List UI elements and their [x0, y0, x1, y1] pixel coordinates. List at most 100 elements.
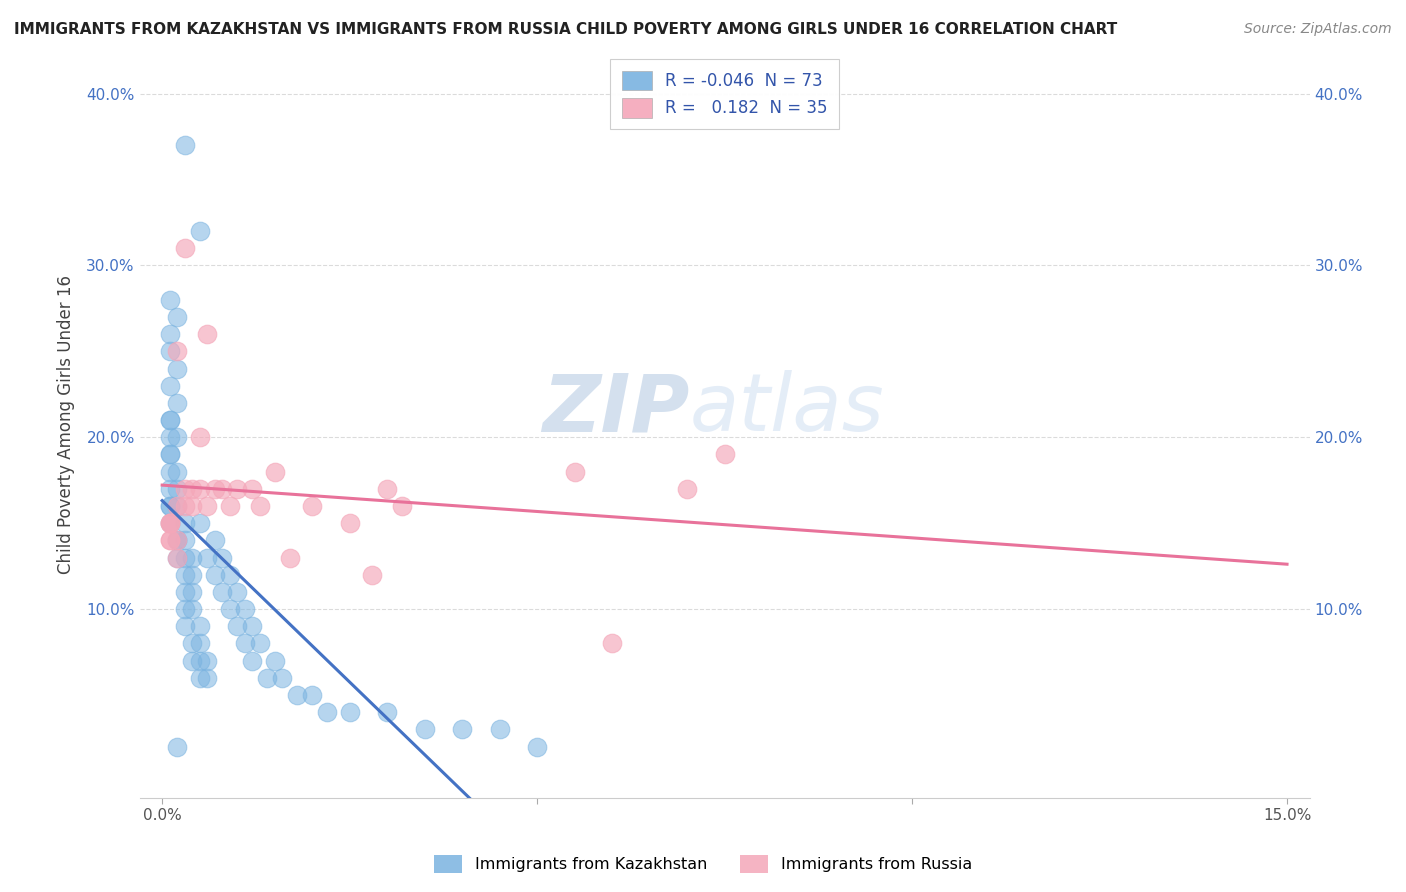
Point: [233, 636, 256, 650]
Point: [211, 550, 233, 565]
Point: [159, 516, 181, 531]
Point: [181, 636, 204, 650]
Point: [166, 533, 188, 548]
Y-axis label: Child Poverty Among Girls Under 16: Child Poverty Among Girls Under 16: [58, 275, 75, 574]
Point: [159, 327, 181, 342]
Point: [173, 499, 195, 513]
Point: [166, 533, 188, 548]
Point: [159, 533, 181, 548]
Point: [339, 705, 361, 719]
Point: [173, 585, 195, 599]
Point: [226, 619, 249, 633]
Point: [713, 447, 735, 461]
Point: [173, 619, 195, 633]
Point: [413, 723, 436, 737]
Point: [159, 378, 181, 392]
Point: [204, 533, 226, 548]
Point: [159, 447, 181, 461]
Point: [181, 585, 204, 599]
Point: [159, 516, 181, 531]
Point: [218, 567, 240, 582]
Point: [173, 516, 195, 531]
Point: [173, 138, 195, 153]
Point: [226, 585, 249, 599]
Point: [166, 465, 188, 479]
Point: [195, 327, 218, 342]
Point: [375, 705, 398, 719]
Text: atlas: atlas: [689, 370, 884, 449]
Point: [166, 310, 188, 324]
Point: [301, 499, 323, 513]
Point: [159, 499, 181, 513]
Point: [188, 619, 211, 633]
Legend: Immigrants from Kazakhstan, Immigrants from Russia: Immigrants from Kazakhstan, Immigrants f…: [427, 848, 979, 880]
Point: [195, 654, 218, 668]
Point: [159, 516, 181, 531]
Point: [233, 602, 256, 616]
Point: [181, 602, 204, 616]
Point: [181, 550, 204, 565]
Point: [285, 688, 308, 702]
Point: [391, 499, 413, 513]
Point: [159, 516, 181, 531]
Point: [564, 465, 586, 479]
Point: [173, 482, 195, 496]
Point: [181, 482, 204, 496]
Point: [211, 585, 233, 599]
Point: [256, 671, 278, 685]
Point: [339, 516, 361, 531]
Point: [188, 516, 211, 531]
Point: [218, 602, 240, 616]
Point: [166, 499, 188, 513]
Point: [218, 499, 240, 513]
Point: [361, 567, 384, 582]
Point: [166, 361, 188, 376]
Point: [166, 739, 188, 754]
Point: [159, 447, 181, 461]
Point: [166, 344, 188, 359]
Point: [204, 482, 226, 496]
Point: [240, 654, 263, 668]
Point: [173, 567, 195, 582]
Point: [181, 654, 204, 668]
Point: [173, 241, 195, 255]
Point: [240, 482, 263, 496]
Point: [173, 533, 195, 548]
Point: [159, 413, 181, 427]
Point: [263, 654, 285, 668]
Point: [600, 636, 623, 650]
Point: [226, 482, 249, 496]
Point: [166, 533, 188, 548]
Text: ZIP: ZIP: [543, 370, 689, 449]
Text: IMMIGRANTS FROM KAZAKHSTAN VS IMMIGRANTS FROM RUSSIA CHILD POVERTY AMONG GIRLS U: IMMIGRANTS FROM KAZAKHSTAN VS IMMIGRANTS…: [14, 22, 1118, 37]
Point: [181, 499, 204, 513]
Text: Source: ZipAtlas.com: Source: ZipAtlas.com: [1244, 22, 1392, 37]
Point: [488, 723, 510, 737]
Point: [249, 499, 271, 513]
Point: [159, 482, 181, 496]
Point: [188, 430, 211, 444]
Point: [159, 344, 181, 359]
Point: [278, 550, 301, 565]
Point: [240, 619, 263, 633]
Point: [159, 465, 181, 479]
Point: [166, 396, 188, 410]
Point: [188, 224, 211, 238]
Point: [188, 671, 211, 685]
Point: [211, 482, 233, 496]
Point: [316, 705, 339, 719]
Point: [173, 602, 195, 616]
Point: [166, 550, 188, 565]
Point: [159, 430, 181, 444]
Point: [195, 550, 218, 565]
Point: [263, 465, 285, 479]
Point: [159, 533, 181, 548]
Point: [159, 293, 181, 307]
Point: [676, 482, 699, 496]
Point: [181, 567, 204, 582]
Point: [271, 671, 294, 685]
Point: [195, 671, 218, 685]
Point: [166, 499, 188, 513]
Point: [188, 482, 211, 496]
Point: [204, 567, 226, 582]
